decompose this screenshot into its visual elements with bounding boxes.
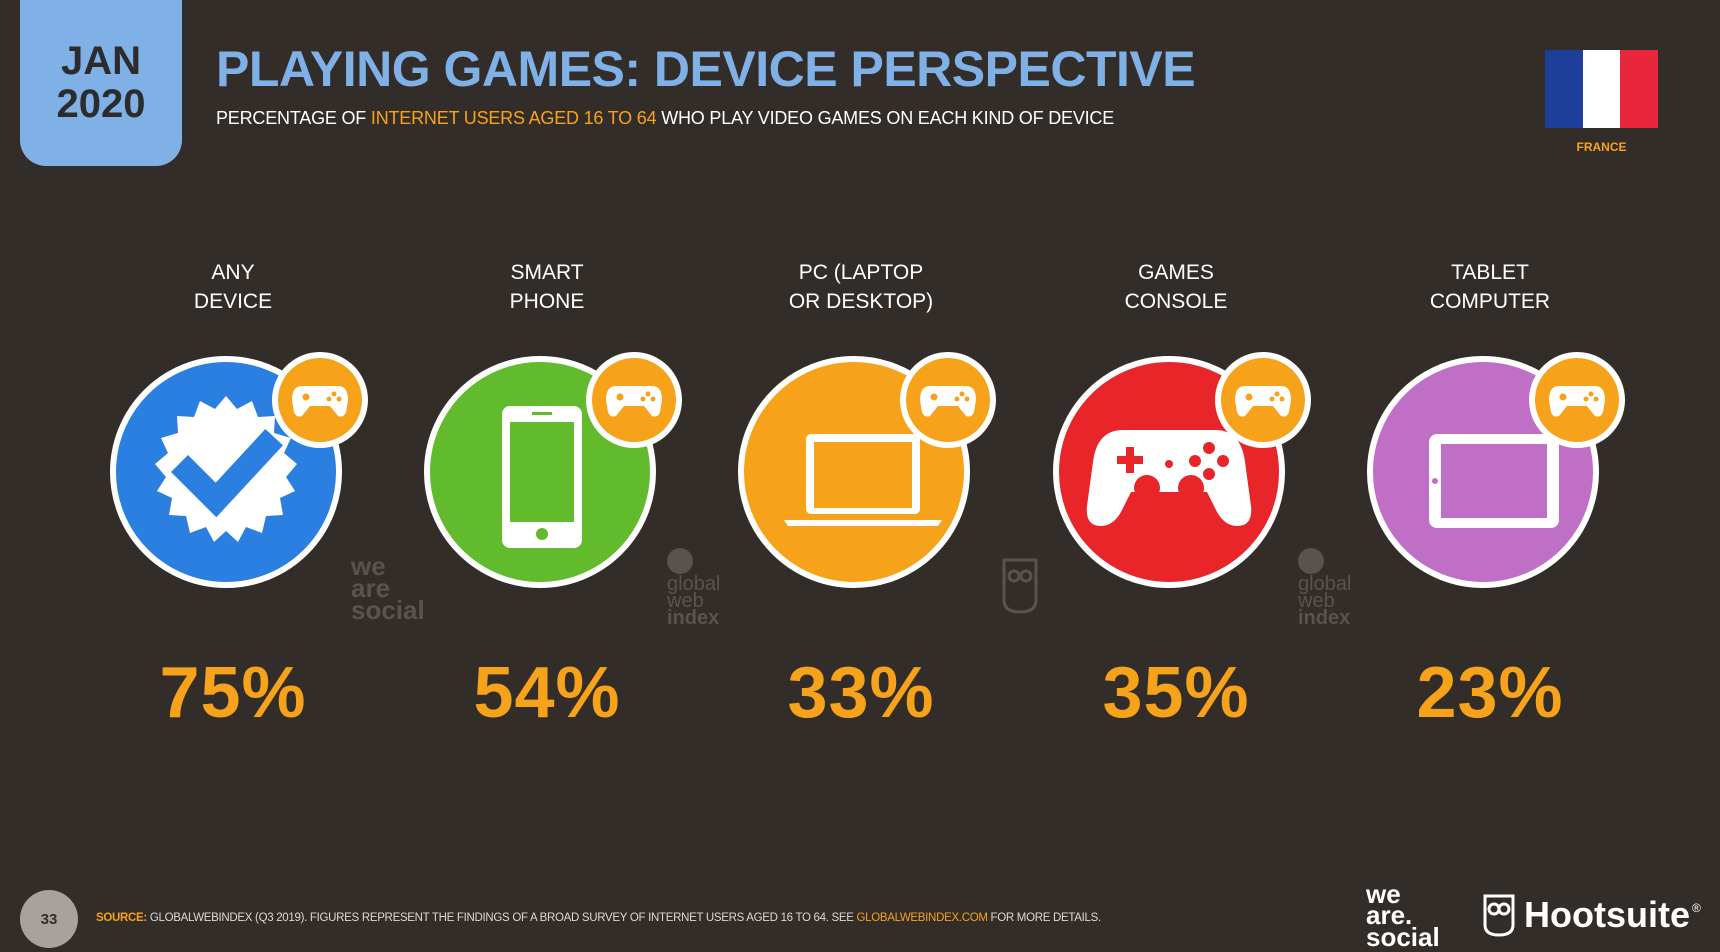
label-line: PHONE bbox=[509, 290, 585, 313]
globalwebindex-watermark: global web index bbox=[667, 548, 721, 629]
page-title: PLAYING GAMES: DEVICE PERSPECTIVE bbox=[216, 41, 1196, 97]
logo-line: social bbox=[1366, 921, 1440, 952]
we-are-social-logo: we are. social bbox=[1366, 879, 1440, 952]
gamepad-badge bbox=[1529, 352, 1625, 448]
wm-line: index bbox=[1298, 607, 1351, 629]
page-number: 33 bbox=[20, 890, 78, 948]
wm-line: web bbox=[667, 590, 704, 612]
gamepad-badge bbox=[586, 352, 682, 448]
gwi-logo-icon bbox=[1298, 548, 1324, 574]
label-line: ANY bbox=[211, 261, 255, 284]
gamepad-icon bbox=[920, 386, 976, 417]
verified-check-icon bbox=[155, 396, 297, 542]
gwi-logo-icon bbox=[667, 548, 693, 574]
label-line: OR DESKTOP) bbox=[788, 290, 934, 313]
date-badge: JAN 2020 bbox=[20, 0, 182, 166]
wm-line: are bbox=[351, 573, 391, 604]
label-line: COMPUTER bbox=[1429, 290, 1551, 313]
tablet-value: 23% bbox=[1416, 653, 1564, 733]
gamepad-icon bbox=[606, 386, 662, 417]
source-link[interactable]: GLOBALWEBINDEX.COM bbox=[856, 912, 988, 924]
item-pc-label: PC (LAPTOP OR DESKTOP) bbox=[711, 258, 1011, 318]
wm-line: web bbox=[1298, 590, 1335, 612]
hootsuite-owl-watermark bbox=[1000, 556, 1040, 617]
wm-line: index bbox=[667, 607, 720, 629]
any-device-value: 75% bbox=[159, 653, 307, 733]
date-month: JAN bbox=[60, 38, 142, 83]
gamepad-badge bbox=[900, 352, 996, 448]
hootsuite-wordmark: Hootsuite bbox=[1524, 894, 1690, 935]
smartphone-circle bbox=[424, 356, 656, 588]
label-line: TABLET bbox=[1451, 261, 1529, 284]
smartphone-icon bbox=[502, 406, 582, 548]
registered-mark: ® bbox=[1692, 901, 1701, 915]
logo-line: we bbox=[1366, 879, 1401, 909]
gamepad-icon bbox=[1086, 430, 1252, 526]
laptop-icon bbox=[784, 434, 942, 526]
subtitle-highlight: INTERNET USERS AGED 16 TO 64 bbox=[370, 108, 657, 128]
wm-line: we bbox=[351, 551, 386, 581]
gamepad-icon bbox=[1235, 386, 1291, 417]
item-smartphone-label: SMART PHONE bbox=[397, 258, 697, 318]
label-line: DEVICE bbox=[193, 290, 273, 313]
gamepad-badge bbox=[272, 352, 368, 448]
gamepad-icon bbox=[292, 386, 348, 417]
subtitle-post: WHO PLAY VIDEO GAMES ON EACH KIND OF DEV… bbox=[656, 108, 1115, 128]
we-are-social-watermark: we are social bbox=[351, 551, 425, 626]
wm-line: social bbox=[351, 595, 425, 626]
source-text: GLOBALWEBINDEX (Q3 2019). FIGURES REPRES… bbox=[146, 912, 857, 924]
france-flag-icon bbox=[1545, 50, 1659, 128]
country-label: FRANCE bbox=[1576, 140, 1627, 154]
globalwebindex-watermark: global web index bbox=[1298, 548, 1352, 629]
smartphone-value: 54% bbox=[473, 653, 621, 733]
pc-value: 33% bbox=[787, 653, 935, 733]
source-note: SOURCE: GLOBALWEBINDEX (Q3 2019). FIGURE… bbox=[96, 912, 1101, 924]
console-value: 35% bbox=[1102, 653, 1250, 733]
item-any-device-label: ANY DEVICE bbox=[83, 258, 383, 318]
gamepad-badge bbox=[1215, 352, 1311, 448]
page-subtitle: PERCENTAGE OF INTERNET USERS AGED 16 TO … bbox=[216, 108, 1114, 129]
hootsuite-logo: Hootsuite ® bbox=[1482, 893, 1701, 937]
logo-line: are. bbox=[1366, 900, 1413, 931]
date-year: 2020 bbox=[56, 82, 146, 126]
gamepad-icon bbox=[1549, 386, 1605, 417]
label-line: CONSOLE bbox=[1124, 290, 1228, 313]
source-key: SOURCE: bbox=[96, 912, 147, 924]
tablet-icon bbox=[1429, 434, 1559, 528]
owl-icon bbox=[1002, 558, 1038, 614]
item-console-label: GAMES CONSOLE bbox=[1026, 258, 1326, 318]
owl-icon bbox=[1483, 894, 1515, 937]
wm-line: global bbox=[667, 573, 721, 595]
label-line: GAMES bbox=[1138, 261, 1214, 284]
wm-line: global bbox=[1298, 573, 1352, 595]
subtitle-pre: PERCENTAGE OF bbox=[216, 108, 371, 128]
label-line: PC (LAPTOP bbox=[798, 261, 924, 284]
item-tablet-label: TABLET COMPUTER bbox=[1340, 258, 1640, 318]
label-line: SMART bbox=[510, 261, 584, 284]
source-end: FOR MORE DETAILS. bbox=[987, 912, 1102, 924]
